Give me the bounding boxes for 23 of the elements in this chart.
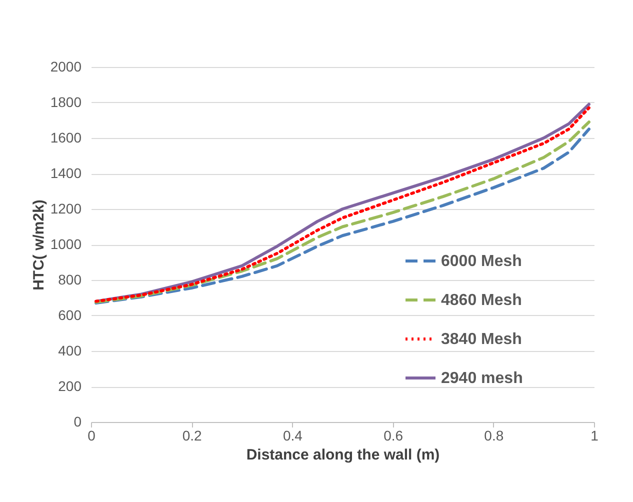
x-axis-title: Distance along the wall (m) xyxy=(246,446,440,464)
y-tick-label: 800 xyxy=(58,272,82,288)
y-tick-label: 400 xyxy=(58,342,82,358)
x-tick-label: 0.8 xyxy=(484,428,504,444)
x-tick-label: 1 xyxy=(590,428,599,444)
y-tick-label: 0 xyxy=(74,414,82,430)
y-tick-label: 600 xyxy=(58,307,82,323)
legend-label: 6000 Mesh xyxy=(441,253,522,270)
y-tick-label: 1800 xyxy=(50,94,82,110)
y-tick-label: 2000 xyxy=(50,58,82,74)
y-tick-label: 1000 xyxy=(50,236,82,252)
y-axis-title: HTC( w/m2k) xyxy=(30,200,48,290)
legend-label: 2940 mesh xyxy=(441,370,523,387)
y-tick-label: 200 xyxy=(58,378,82,394)
y-tick-label: 1400 xyxy=(50,165,82,181)
y-tick-label: 1200 xyxy=(50,200,82,216)
y-tick-label: 1600 xyxy=(50,130,82,146)
x-tick-label: 0.2 xyxy=(182,428,202,444)
legend-label: 3840 Mesh xyxy=(441,331,522,348)
x-tick-label: 0.6 xyxy=(384,428,404,444)
legend-label: 4860 Mesh xyxy=(441,292,522,309)
x-tick-label: 0.4 xyxy=(282,428,303,444)
x-tick-label: 0 xyxy=(88,428,96,444)
